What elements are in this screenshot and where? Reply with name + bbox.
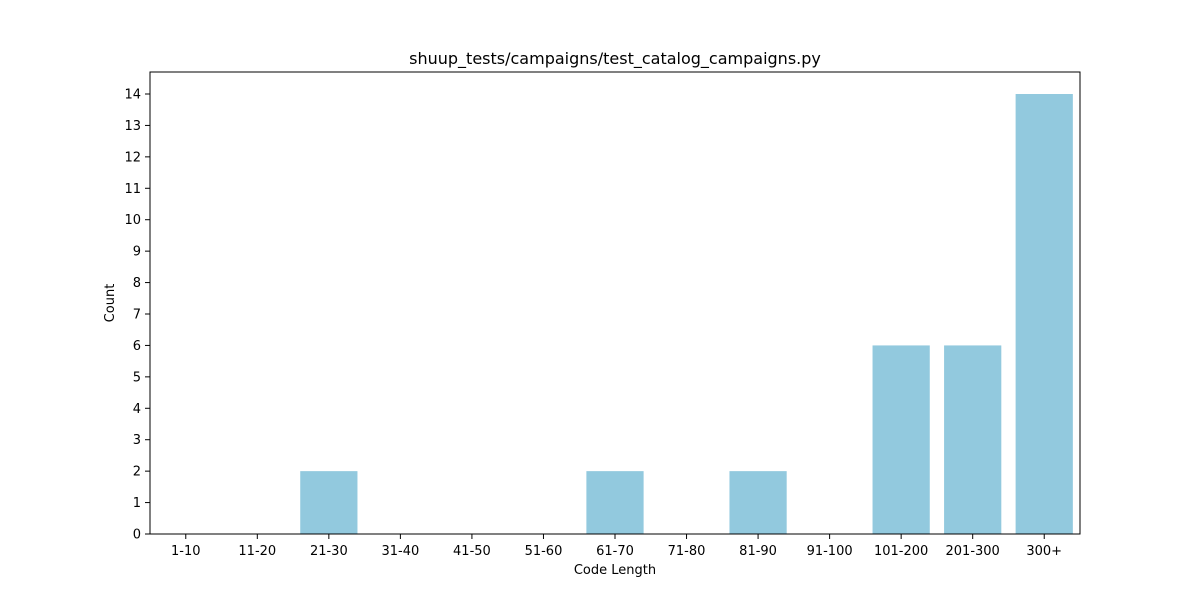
y-tick-label: 8: [133, 276, 141, 291]
y-tick-label: 9: [133, 245, 141, 260]
x-axis-ticks: 1-10 11-20 21-30 31-40 41-50 51-60 61-70 71-80 8…: [171, 534, 1062, 559]
y-tick-label: 3: [133, 433, 141, 448]
x-tick-label: 11-20: [238, 544, 276, 559]
y-tick-label: 12: [124, 150, 141, 165]
bar-81-90: [729, 471, 787, 534]
bar-61-70: [586, 471, 644, 534]
y-tick-label: 11: [124, 182, 141, 197]
x-tick-label: 300+: [1026, 544, 1062, 559]
y-tick-label: 13: [124, 119, 141, 134]
x-tick-label: 1-10: [171, 544, 201, 559]
y-tick-label: 5: [133, 370, 141, 385]
bar-21-30: [300, 471, 358, 534]
x-tick-label: 201-300: [946, 544, 1000, 559]
plot-frame: [149, 71, 1081, 535]
y-tick-label: 0: [133, 528, 141, 543]
bar-300+: [1015, 94, 1073, 534]
x-axis-label: Code Length: [574, 563, 656, 578]
chart-title: shuup_tests/campaigns/test_catalog_campa…: [409, 49, 821, 69]
x-tick-label: 21-30: [310, 544, 348, 559]
y-tick-label: 1: [133, 496, 141, 511]
y-axis-label: Count: [103, 284, 118, 323]
x-tick-label: 31-40: [381, 544, 419, 559]
bar-201-300: [944, 345, 1002, 534]
y-tick-label: 14: [124, 88, 141, 103]
x-tick-label: 71-80: [668, 544, 706, 559]
y-tick-label: 6: [133, 339, 141, 354]
y-tick-label: 10: [124, 213, 141, 228]
x-tick-label: 81-90: [739, 544, 777, 559]
x-tick-label: 101-200: [874, 544, 928, 559]
x-tick-label: 51-60: [525, 544, 563, 559]
y-tick-label: 4: [133, 402, 141, 417]
x-tick-label: 61-70: [596, 544, 634, 559]
y-tick-label: 2: [133, 465, 141, 480]
bars-group: [300, 94, 1073, 534]
bar-101-200: [872, 345, 930, 534]
x-tick-label: 41-50: [453, 544, 491, 559]
y-tick-label: 7: [133, 308, 141, 323]
x-tick-label: 91-100: [807, 544, 853, 559]
